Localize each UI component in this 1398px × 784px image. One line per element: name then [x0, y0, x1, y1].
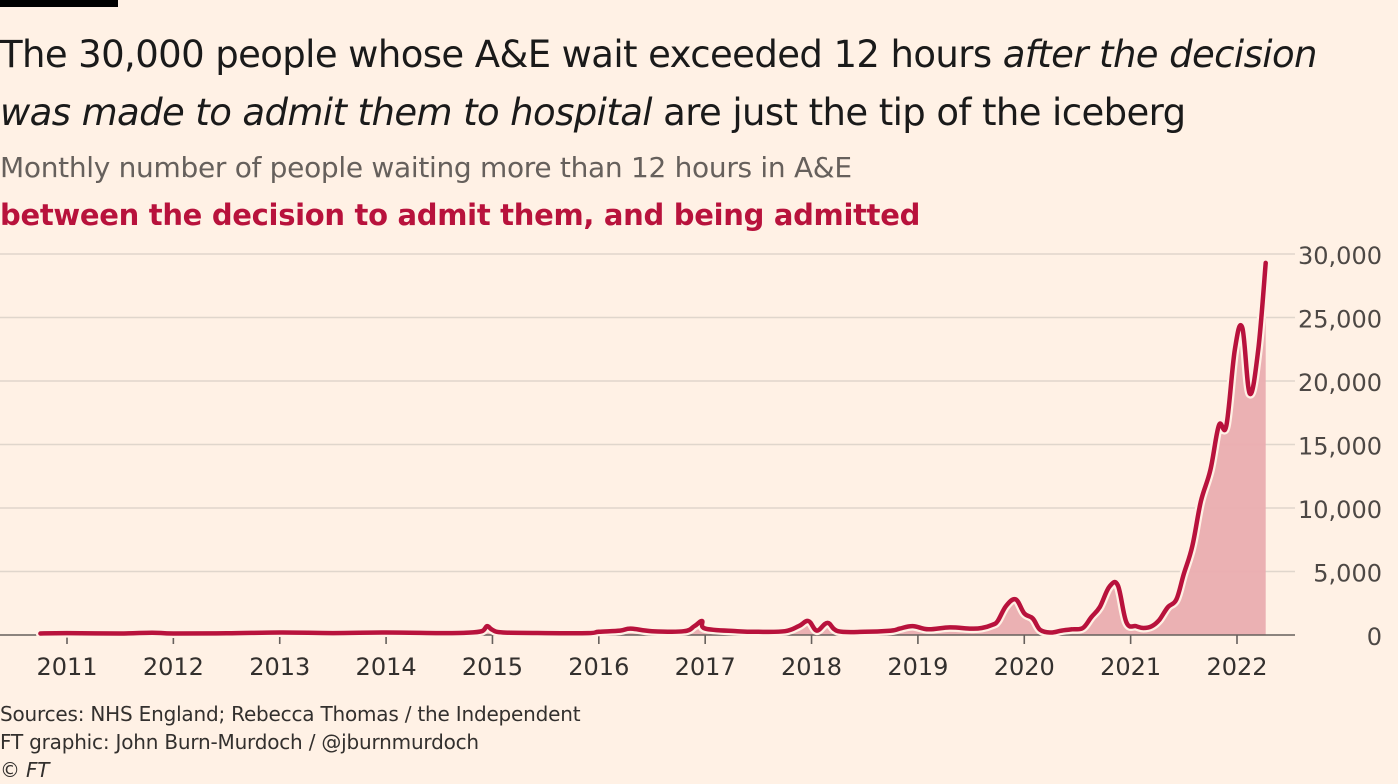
x-tick-label-2018: 2018: [781, 653, 842, 681]
x-tick-label-2016: 2016: [568, 653, 629, 681]
area-layer: [40, 262, 1266, 635]
chart-subtitle-highlight: between the decision to admit them, and …: [0, 198, 921, 232]
x-tick-label-2021: 2021: [1100, 653, 1161, 681]
copyright: © FT: [0, 758, 50, 782]
graphic-credit: FT graphic: John Burn-Murdoch / @jburnmu…: [0, 730, 479, 754]
series-area: [40, 262, 1266, 635]
title-part-1: The 30,000 people whose A&E wait exceede…: [0, 33, 1003, 76]
x-tick-label-2022: 2022: [1206, 653, 1267, 681]
chart-title: The 30,000 people whose A&E wait exceede…: [0, 26, 1390, 142]
x-tick-label-2011: 2011: [36, 653, 97, 681]
x-tick-label-2012: 2012: [143, 653, 204, 681]
y-tick-label-10000: 10,000: [1298, 496, 1382, 524]
x-tick-label-2017: 2017: [675, 653, 736, 681]
x-axis-labels: 2011 2012 2013 2014 2015 2016 2017 2018 2019 2020…: [36, 653, 1267, 681]
y-tick-label-20000: 20,000: [1298, 369, 1382, 397]
y-axis-labels: 0 5,000 10,000 15,000 20,000 25,000 30,000: [1298, 242, 1382, 651]
y-tick-label-0: 0: [1367, 623, 1382, 651]
line-area-chart: 0 5,000 10,000 15,000 20,000 25,000 30,000 201…: [0, 242, 1382, 681]
series-line: [38, 260, 1268, 636]
title-part-3: are just the tip of the iceberg: [651, 91, 1186, 134]
y-tick-label-30000: 30,000: [1298, 242, 1382, 270]
y-tick-label-15000: 15,000: [1298, 433, 1382, 461]
title-part-2-italic: after the decision was made to admit the…: [0, 33, 1317, 134]
gridlines: [0, 253, 1295, 573]
x-tick-label-2013: 2013: [249, 653, 310, 681]
x-tick-label-2014: 2014: [356, 653, 417, 681]
y-tick-label-25000: 25,000: [1298, 306, 1382, 334]
x-tick-label-2019: 2019: [887, 653, 948, 681]
x-tick-label-2015: 2015: [462, 653, 523, 681]
brand-top-bar: [0, 0, 118, 7]
series-line-halo: [35, 258, 1271, 639]
line-layer: [35, 258, 1271, 639]
chart-subtitle: Monthly number of people waiting more th…: [0, 151, 852, 184]
x-tick-label-2020: 2020: [994, 653, 1055, 681]
sources-note: Sources: NHS England; Rebecca Thomas / t…: [0, 702, 581, 726]
y-tick-label-5000: 5,000: [1313, 560, 1382, 588]
